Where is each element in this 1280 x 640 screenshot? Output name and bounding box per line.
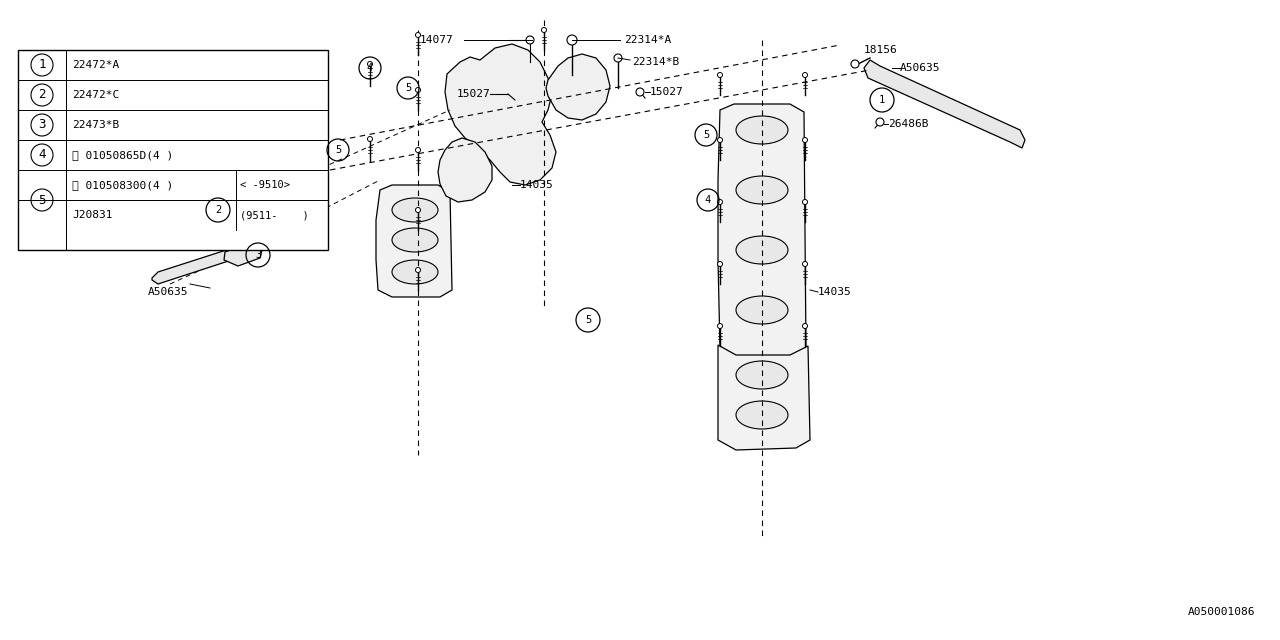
Circle shape — [541, 28, 547, 33]
Text: < -9510>: < -9510> — [241, 180, 291, 190]
Text: 14035: 14035 — [818, 287, 851, 297]
Text: 15027: 15027 — [456, 89, 490, 99]
Text: 14035: 14035 — [520, 180, 554, 190]
Text: 26486B: 26486B — [888, 119, 928, 129]
Text: (9511-    ): (9511- ) — [241, 210, 308, 220]
Polygon shape — [438, 138, 492, 202]
Text: 22473*B: 22473*B — [72, 120, 119, 130]
Polygon shape — [224, 244, 262, 266]
Text: 22472*A: 22472*A — [72, 60, 119, 70]
Text: 5: 5 — [703, 130, 709, 140]
Circle shape — [803, 262, 808, 266]
Text: 2: 2 — [215, 205, 221, 215]
Circle shape — [803, 323, 808, 328]
Circle shape — [803, 138, 808, 143]
Circle shape — [416, 88, 421, 93]
Bar — [18, 50, 328, 250]
Text: 5: 5 — [585, 315, 591, 325]
Circle shape — [636, 88, 644, 96]
Text: 5: 5 — [404, 83, 411, 93]
Polygon shape — [152, 244, 250, 284]
Ellipse shape — [392, 260, 438, 284]
Circle shape — [614, 54, 622, 62]
Text: 14077: 14077 — [420, 35, 453, 45]
Ellipse shape — [736, 176, 788, 204]
Circle shape — [803, 200, 808, 205]
Circle shape — [416, 33, 421, 38]
Polygon shape — [376, 185, 452, 297]
Text: Ⓑ 010508300(4 ): Ⓑ 010508300(4 ) — [72, 180, 173, 190]
Ellipse shape — [736, 236, 788, 264]
Ellipse shape — [392, 198, 438, 222]
Text: 4: 4 — [705, 195, 712, 205]
Circle shape — [803, 72, 808, 77]
Ellipse shape — [736, 116, 788, 144]
Circle shape — [718, 200, 722, 205]
Circle shape — [567, 35, 577, 45]
Polygon shape — [718, 345, 810, 450]
Circle shape — [416, 207, 421, 212]
Ellipse shape — [736, 296, 788, 324]
Text: J20831: J20831 — [72, 210, 113, 220]
Text: A050001086: A050001086 — [1188, 607, 1254, 617]
Polygon shape — [445, 44, 556, 185]
Text: 22314*A: 22314*A — [625, 35, 671, 45]
Text: 15027: 15027 — [650, 87, 684, 97]
Ellipse shape — [736, 401, 788, 429]
Text: A50635: A50635 — [900, 63, 941, 73]
Circle shape — [526, 36, 534, 44]
Text: 22314*B: 22314*B — [632, 57, 680, 67]
Text: 4: 4 — [38, 148, 46, 161]
Text: 3: 3 — [38, 118, 46, 131]
Polygon shape — [864, 60, 1025, 148]
Text: 5: 5 — [38, 193, 46, 207]
Text: 1: 1 — [38, 58, 46, 72]
Text: 3: 3 — [255, 250, 261, 260]
Text: 18156: 18156 — [864, 45, 897, 55]
Circle shape — [416, 268, 421, 273]
Circle shape — [416, 147, 421, 152]
Text: 5: 5 — [335, 145, 342, 155]
Polygon shape — [547, 54, 611, 120]
Polygon shape — [718, 104, 806, 358]
Circle shape — [718, 138, 722, 143]
Text: Ⓑ 01050865D(4 ): Ⓑ 01050865D(4 ) — [72, 150, 173, 160]
Circle shape — [718, 262, 722, 266]
Ellipse shape — [392, 228, 438, 252]
Text: 1: 1 — [879, 95, 886, 105]
Text: 4: 4 — [367, 63, 374, 73]
Circle shape — [367, 136, 372, 141]
Circle shape — [367, 61, 372, 67]
Ellipse shape — [736, 361, 788, 389]
Circle shape — [876, 118, 884, 126]
Text: 22472*C: 22472*C — [72, 90, 119, 100]
Circle shape — [718, 72, 722, 77]
Circle shape — [851, 60, 859, 68]
Circle shape — [718, 323, 722, 328]
Text: A50635: A50635 — [148, 287, 188, 297]
Text: 2: 2 — [38, 88, 46, 102]
